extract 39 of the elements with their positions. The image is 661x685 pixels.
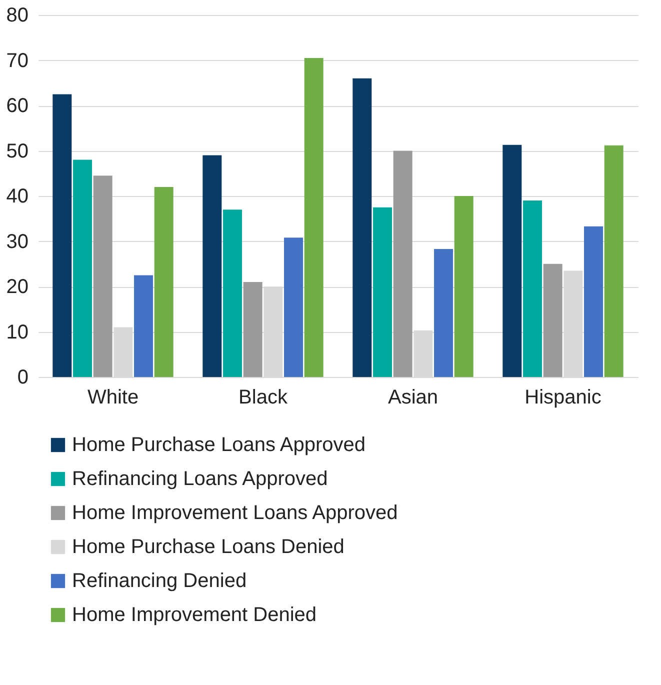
legend-label: Refinancing Denied (72, 570, 247, 592)
bar (584, 226, 604, 377)
bar (604, 145, 624, 377)
x-tick-label: Asian (388, 386, 438, 408)
bar (243, 282, 262, 377)
y-tick-label: 70 (6, 50, 28, 72)
bar (522, 200, 542, 377)
bar (72, 160, 92, 377)
y-tick-label: 10 (6, 321, 28, 344)
y-tick-label: 20 (6, 276, 28, 298)
legend-label: Home Purchase Loans Denied (72, 536, 344, 558)
bar (154, 186, 174, 377)
legend-label: Home Improvement Loans Approved (72, 502, 398, 524)
bar (372, 207, 392, 377)
bar (454, 196, 474, 377)
bar (284, 238, 304, 377)
bar (352, 78, 372, 377)
y-tick-label: 30 (6, 230, 28, 253)
x-tick-label: White (87, 386, 139, 408)
bar (52, 94, 72, 377)
bar (393, 150, 412, 377)
legend-label: Home Improvement Denied (72, 604, 317, 626)
x-tick-label: Black (238, 386, 288, 408)
y-tick-label: 0 (17, 366, 28, 388)
bar (543, 264, 562, 377)
legend-label: Refinancing Loans Approved (72, 468, 328, 490)
legend-label: Home Purchase Loans Approved (72, 434, 366, 456)
bar (202, 155, 222, 377)
x-tick-label: Hispanic (524, 386, 602, 408)
bar (502, 144, 522, 377)
bar (304, 58, 324, 377)
bar (434, 248, 454, 377)
bar (93, 176, 112, 377)
bar (222, 210, 242, 377)
bar (134, 275, 154, 377)
y-tick-label: 40 (6, 186, 28, 208)
y-tick-label: 50 (6, 140, 28, 162)
y-tick-label: 80 (6, 4, 28, 26)
y-tick-label: 60 (6, 95, 28, 117)
